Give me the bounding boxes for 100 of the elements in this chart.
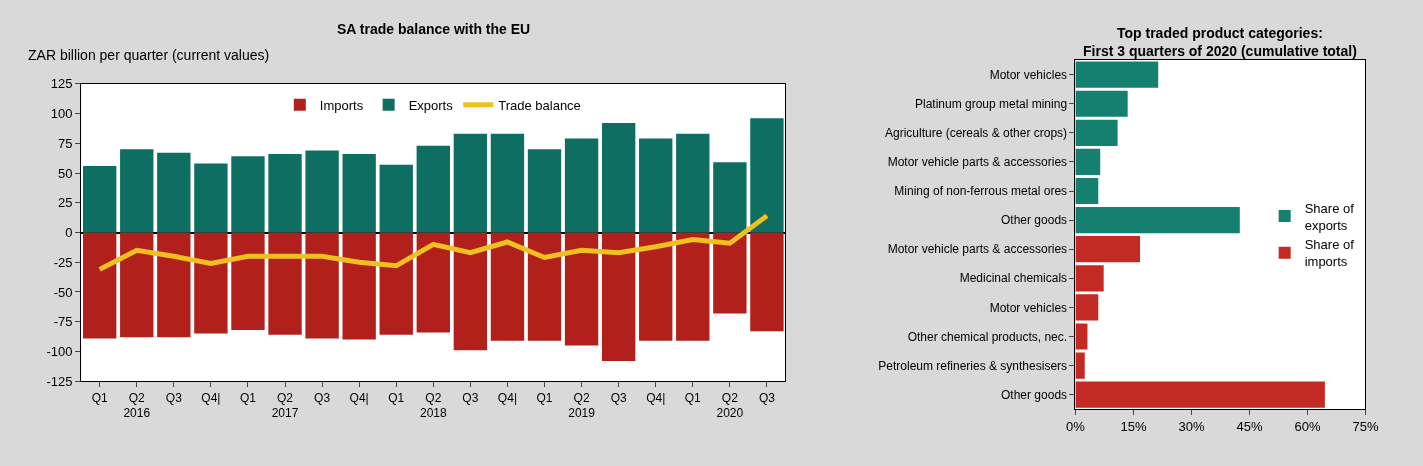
bar xyxy=(1075,381,1325,408)
chart-title: Top traded product categories: First 3 quarters of 2020 (cumulative total) xyxy=(1083,25,1357,60)
bar xyxy=(157,232,191,338)
legend-label: Share of exports xyxy=(1304,200,1355,233)
y-tick-label: Other goods xyxy=(1001,213,1068,228)
y-axis-title: ZAR billion per quarter (current values) xyxy=(28,47,270,63)
x-tick-label: Q1 xyxy=(91,390,108,405)
x-tick-label: Q2 2018 xyxy=(419,390,447,421)
y-tick-label: Other chemical products, nec. xyxy=(907,329,1068,344)
bar xyxy=(453,133,488,233)
bar xyxy=(750,232,784,332)
x-tick-label: 60% xyxy=(1294,418,1321,434)
bar xyxy=(305,150,339,233)
bar xyxy=(305,232,339,339)
x-tick-label: Q1 xyxy=(684,390,702,405)
y-tick-label: 125 xyxy=(50,76,73,92)
bar xyxy=(1075,207,1240,234)
bar xyxy=(713,162,747,233)
bar xyxy=(231,156,265,233)
y-tick-label: 75 xyxy=(58,135,73,151)
bar xyxy=(601,232,636,361)
y-tick-label: -50 xyxy=(53,284,73,300)
y-tick-label: 100 xyxy=(50,106,73,122)
y-tick-label: -75 xyxy=(53,314,73,330)
bar xyxy=(601,123,636,233)
bar xyxy=(120,232,154,338)
bar xyxy=(1075,61,1159,88)
bar xyxy=(527,232,562,341)
y-tick-label: Petroleum refineries & synthesisers xyxy=(878,358,1068,373)
legend-label: Trade balance xyxy=(498,97,581,113)
x-tick-label: Q2 2016 xyxy=(123,390,151,421)
bar xyxy=(1075,119,1118,146)
bar xyxy=(120,149,154,233)
y-tick-label: Mining of non-ferrous metal ores xyxy=(894,184,1068,199)
bar xyxy=(1075,90,1128,117)
bar xyxy=(676,133,710,233)
x-tick-label: Q4| xyxy=(497,390,517,405)
y-tick-label: Motor vehicles xyxy=(989,67,1068,82)
bar xyxy=(268,153,302,233)
bar xyxy=(82,232,117,339)
y-tick-label: Motor vehicle parts & accessories xyxy=(887,242,1068,257)
bar xyxy=(157,152,191,233)
bar xyxy=(1075,294,1099,321)
x-tick-label: Q2 2019 xyxy=(568,390,596,421)
x-tick-label: Q3 xyxy=(314,390,331,405)
y-tick-label: Motor vehicle parts & accessories xyxy=(887,155,1068,170)
bar xyxy=(490,232,525,341)
bar xyxy=(639,138,673,233)
legend-label: Share of imports xyxy=(1304,237,1355,270)
bar xyxy=(453,232,488,351)
bar xyxy=(416,145,450,233)
x-tick-label: Q2 2020 xyxy=(716,390,744,421)
y-tick-label: 50 xyxy=(58,165,73,181)
x-tick-label: Q3 xyxy=(165,390,183,405)
y-tick-label: Motor vehicles xyxy=(989,300,1068,315)
y-tick-label: -100 xyxy=(46,344,73,359)
bar xyxy=(194,232,228,334)
y-tick-label: 0 xyxy=(65,225,73,241)
bar xyxy=(379,232,413,335)
bar xyxy=(194,163,228,233)
x-tick-label: Q1 xyxy=(239,390,257,405)
x-tick-label: 0% xyxy=(1066,418,1086,434)
x-tick-label: Q3 xyxy=(462,390,479,405)
x-tick-label: Q1 xyxy=(388,390,405,405)
bar xyxy=(342,153,376,233)
bar xyxy=(1075,177,1099,205)
bar xyxy=(1075,148,1101,176)
y-tick-label: 25 xyxy=(58,195,73,211)
y-tick-label: -125 xyxy=(46,373,73,389)
bar xyxy=(379,164,413,233)
bar xyxy=(416,232,450,333)
x-tick-label: Q4| xyxy=(646,390,666,405)
x-tick-label: Q4| xyxy=(349,390,369,405)
x-tick-label: Q4| xyxy=(201,390,221,405)
y-tick-label: Agriculture (cereals & other crops) xyxy=(884,126,1068,141)
y-tick-label: Platinum group metal mining xyxy=(914,96,1068,111)
bar xyxy=(750,118,784,233)
x-tick-label: 30% xyxy=(1178,418,1205,434)
bar xyxy=(1075,352,1085,379)
bar xyxy=(1075,265,1104,292)
bar xyxy=(564,232,599,346)
y-tick-label: Medicinal chemicals xyxy=(959,271,1068,286)
x-tick-label: Q3 xyxy=(758,390,776,405)
x-tick-label: Q2 2017 xyxy=(271,390,299,421)
y-tick-label: Other goods xyxy=(1001,387,1068,402)
x-tick-label: Q3 xyxy=(610,390,627,405)
x-tick-label: 15% xyxy=(1120,418,1147,434)
bar xyxy=(490,133,525,233)
bar xyxy=(231,232,265,331)
bar xyxy=(564,138,599,233)
bar xyxy=(268,232,302,335)
bar xyxy=(342,232,376,340)
legend-label: Exports xyxy=(408,97,454,113)
chart-title: SA trade balance with the EU xyxy=(337,21,531,37)
bar xyxy=(1075,236,1141,263)
bar xyxy=(676,232,710,341)
bar xyxy=(1075,323,1088,350)
x-tick-label: Q1 xyxy=(536,390,553,405)
bar xyxy=(82,165,117,233)
x-tick-label: 45% xyxy=(1236,418,1263,434)
